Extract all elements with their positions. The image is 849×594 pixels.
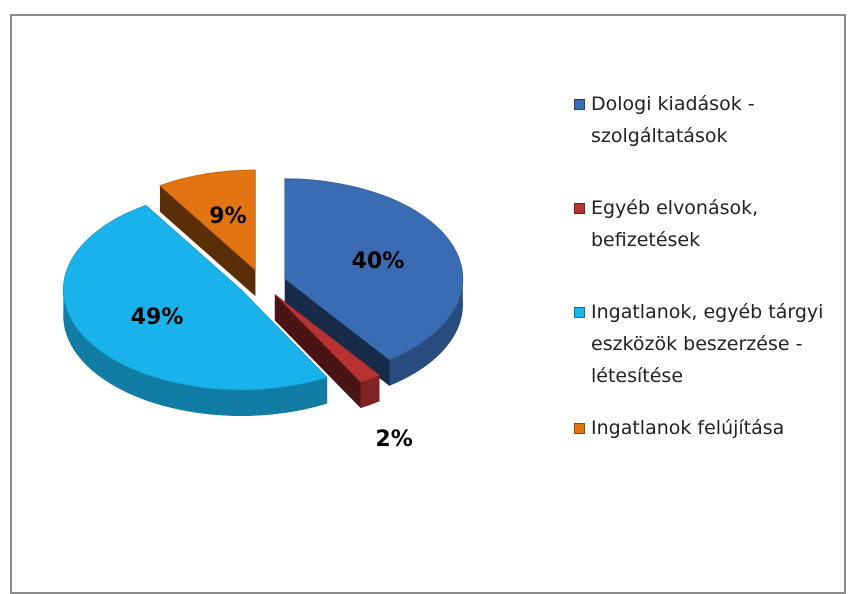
legend-item: Ingatlanok, egyéb tárgyi eszközök beszer… [574, 296, 844, 392]
legend-label: Egyéb elvonások, befizetések [591, 197, 759, 251]
slice [159, 169, 256, 271]
legend: Dologi kiadások - szolgáltatások Egyéb el… [574, 88, 844, 484]
slice-edge [159, 185, 256, 297]
data-label: 2% [375, 427, 412, 452]
legend-label: Ingatlanok, egyéb tárgyi eszközök beszer… [591, 301, 824, 387]
slice-edge [284, 278, 390, 386]
legend-item: Dologi kiadások - szolgáltatások [574, 88, 844, 152]
slice [62, 204, 328, 391]
slice-side [63, 289, 328, 416]
data-label: 49% [131, 305, 184, 330]
legend-item: Egyéb elvonások, befizetések [574, 192, 844, 256]
slice-side [389, 278, 463, 386]
slice [274, 294, 381, 383]
legend-swatch [574, 203, 585, 214]
legend-swatch [574, 99, 585, 110]
data-label: 9% [209, 204, 246, 229]
data-label: 40% [352, 249, 405, 274]
legend-swatch [574, 307, 585, 318]
slice-edge [274, 294, 361, 409]
legend-label: Dologi kiadások - szolgáltatások [591, 93, 755, 147]
slice-side [360, 375, 380, 409]
slice [284, 178, 464, 361]
legend-swatch [574, 423, 585, 434]
legend-item: Ingatlanok felújítása [574, 412, 844, 444]
legend-label: Ingatlanok felújítása [591, 417, 785, 439]
